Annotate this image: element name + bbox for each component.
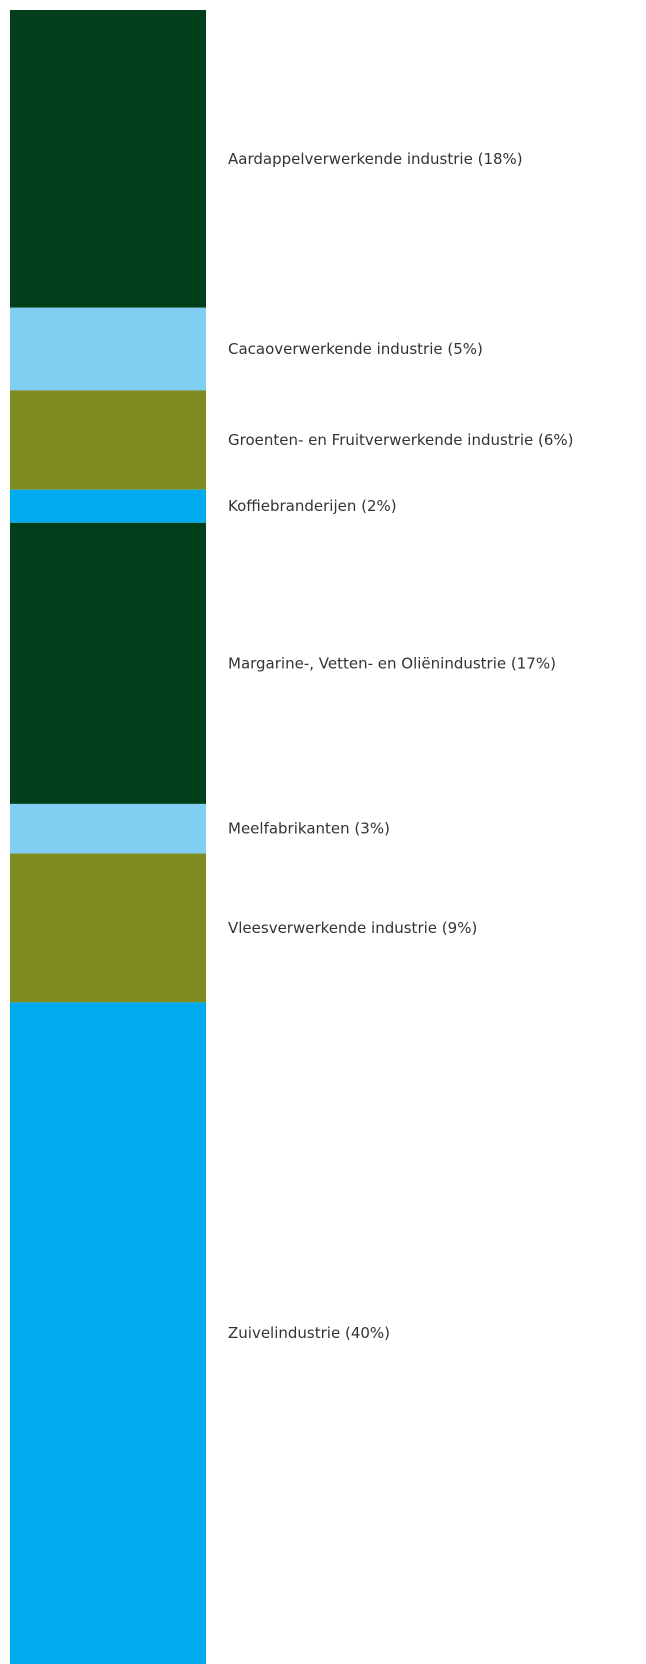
bar-segment (10, 307, 206, 391)
category-name: Groenten- en Fruitverwerkende industrie (228, 431, 533, 449)
segment-label: Zuivelindustrie (40%) (228, 1324, 390, 1342)
bar-segment (10, 522, 206, 804)
category-name: Vleesverwerkende industrie (228, 918, 437, 936)
category-name: Zuivelindustrie (228, 1324, 340, 1342)
category-name: Aardappelverwerkende industrie (228, 149, 473, 167)
bar-segment (10, 10, 206, 308)
value-label: (6%) (538, 431, 574, 449)
category-name: Margarine-, Vetten- en Oliënindustrie (228, 654, 506, 672)
segment-label: Meelfabrikanten (3%) (228, 819, 390, 837)
value-label: (17%) (511, 654, 556, 672)
bar-segment (10, 489, 206, 523)
bar-segment (10, 853, 206, 1003)
segment-label: Margarine-, Vetten- en Oliënindustrie (1… (228, 654, 556, 672)
segment-label: Aardappelverwerkende industrie (18%) (228, 149, 523, 167)
value-label: (3%) (354, 819, 390, 837)
value-label: (5%) (447, 340, 483, 358)
bar-segment (10, 803, 206, 854)
category-name: Meelfabrikanten (228, 819, 350, 837)
value-label: (18%) (478, 149, 523, 167)
value-label: (40%) (345, 1324, 390, 1342)
value-label: (9%) (442, 918, 478, 936)
bar-segment (10, 390, 206, 490)
category-name: Cacaoverwerkende industrie (228, 340, 443, 358)
segment-label: Koffiebranderijen (2%) (228, 497, 397, 515)
segment-label: Vleesverwerkende industrie (9%) (228, 918, 477, 936)
bar-segment (10, 1002, 206, 1664)
category-name: Koffiebranderijen (228, 497, 356, 515)
value-label: (2%) (361, 497, 397, 515)
segment-label: Groenten- en Fruitverwerkende industrie … (228, 431, 574, 449)
segment-label: Cacaoverwerkende industrie (5%) (228, 340, 483, 358)
